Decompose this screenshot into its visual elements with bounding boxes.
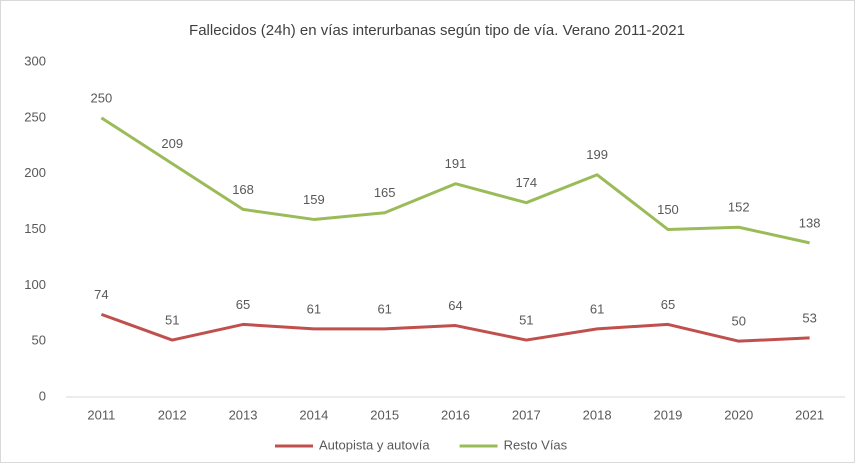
data-label: 74 [94, 287, 108, 302]
series-line [100, 116, 810, 245]
data-label: 250 [91, 90, 113, 105]
y-tick-label: 250 [24, 109, 46, 124]
chart-title: Fallecidos (24h) en vías interurbanas se… [189, 22, 685, 39]
x-tick-label: 2019 [653, 407, 682, 422]
x-tick-label: 2013 [229, 407, 258, 422]
data-label: 65 [661, 297, 675, 312]
data-label: 61 [377, 301, 391, 316]
data-label: 168 [232, 182, 254, 197]
x-tick-label: 2011 [87, 407, 115, 422]
data-label: 61 [307, 301, 321, 316]
x-tick-label: 2012 [158, 407, 187, 422]
x-tick-label: 2021 [795, 407, 824, 422]
data-label: 150 [657, 202, 679, 217]
x-tick-label: 2020 [724, 407, 753, 422]
data-label: 138 [799, 215, 821, 230]
data-label: 51 [165, 312, 179, 327]
y-tick-label: 100 [24, 277, 46, 292]
data-label: 65 [236, 297, 250, 312]
y-tick-label: 0 [39, 388, 46, 403]
data-label: 174 [515, 175, 537, 190]
x-tick-label: 2017 [512, 407, 541, 422]
data-label: 165 [374, 185, 396, 200]
y-tick-label: 50 [32, 333, 46, 348]
data-label: 61 [590, 301, 604, 316]
data-label: 64 [448, 298, 462, 313]
data-label: 50 [732, 314, 746, 329]
legend-label: Autopista y autovía [319, 437, 430, 452]
series-line [100, 312, 810, 343]
data-label: 191 [445, 156, 467, 171]
legend-label: Resto Vías [504, 437, 568, 452]
data-label: 199 [586, 147, 608, 162]
y-tick-label: 300 [24, 53, 46, 68]
x-tick-label: 2015 [370, 407, 399, 422]
data-label: 51 [519, 312, 533, 327]
data-label: 159 [303, 192, 325, 207]
x-tick-label: 2014 [299, 407, 328, 422]
data-label: 209 [161, 136, 183, 151]
y-tick-label: 200 [24, 165, 46, 180]
x-tick-label: 2018 [583, 407, 612, 422]
data-label: 53 [802, 310, 816, 325]
x-tick-label: 2016 [441, 407, 470, 422]
y-tick-label: 150 [24, 221, 46, 236]
data-label: 152 [728, 200, 750, 215]
